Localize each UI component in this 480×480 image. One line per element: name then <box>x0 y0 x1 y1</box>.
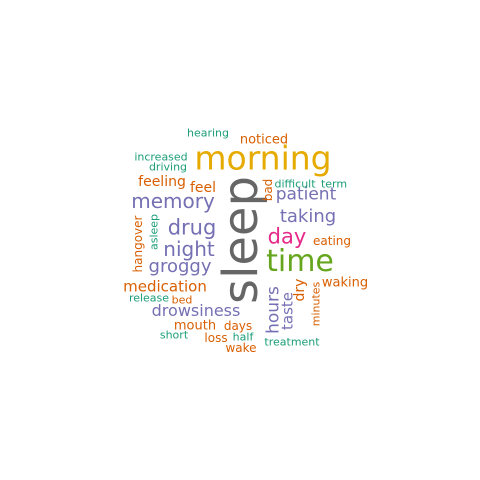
word-term: term <box>320 177 348 191</box>
word-difficult: difficult <box>274 177 316 191</box>
word-hangover: hangover <box>131 215 145 273</box>
word-drug: drug <box>167 215 217 240</box>
word-taking: taking <box>279 206 337 227</box>
word-bed: bed <box>171 293 193 307</box>
word-short: short <box>159 328 189 342</box>
word-mouth: mouth <box>173 318 217 334</box>
word-wake: wake <box>225 341 257 355</box>
word-minutes: minutes <box>309 281 323 327</box>
word-memory: memory <box>131 189 215 213</box>
word-eating: eating <box>313 234 351 248</box>
word-release: release <box>128 291 170 305</box>
word-medication: medication <box>123 277 207 296</box>
word-drowsiness: drowsiness <box>151 301 241 320</box>
word-groggy: groggy <box>148 256 212 277</box>
word-night: night <box>163 237 215 261</box>
word-feel: feel <box>189 180 217 196</box>
word-driving: driving <box>148 160 188 174</box>
word-day: day <box>267 224 307 249</box>
word-increased: increased <box>134 150 188 164</box>
word-feeling: feeling <box>138 174 186 190</box>
word-sleep: sleep <box>213 176 269 304</box>
word-bad: bad <box>261 178 275 202</box>
word-hearing: hearing <box>186 126 230 140</box>
word-asleep: asleep <box>147 213 161 251</box>
word-half: half <box>232 330 254 344</box>
word-time: time <box>266 244 334 279</box>
word-morning: morning <box>194 138 332 178</box>
word-noticed: noticed <box>239 132 289 148</box>
word-treatment: treatment <box>264 335 320 349</box>
word-patient: patient <box>275 184 337 205</box>
word-loss: loss <box>204 331 228 345</box>
word-dry: dry <box>292 278 308 302</box>
word-days: days <box>223 319 253 333</box>
word-waking: waking <box>321 275 369 291</box>
